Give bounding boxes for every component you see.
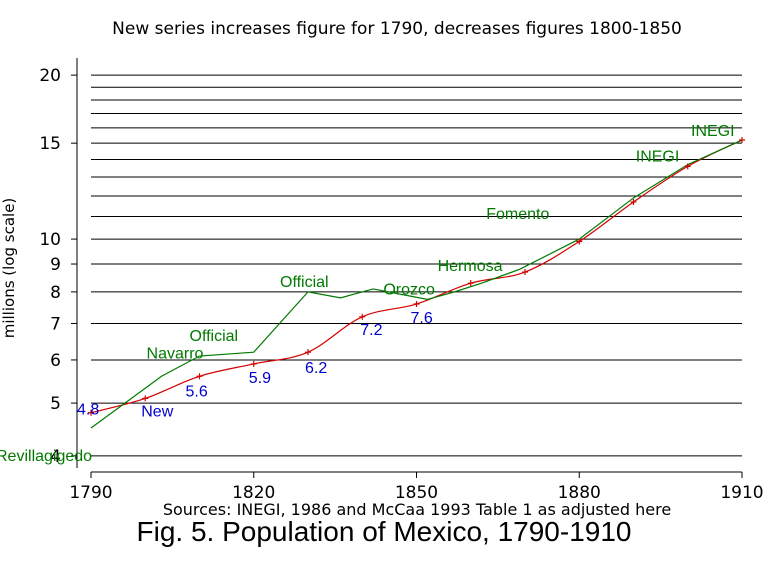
axes: 4 5 6 7 8 9 10 15 20 1790 1820 1850 1880 1910 — [39, 58, 764, 503]
data-label: Official — [280, 274, 329, 291]
x-tick-label: 1880 — [558, 483, 601, 503]
data-label: New — [141, 403, 173, 420]
x-tick-label: 1790 — [69, 483, 112, 503]
x-tick-label: 1820 — [232, 483, 275, 503]
data-point — [630, 198, 637, 205]
data-label: 7.2 — [360, 322, 382, 339]
data-point — [359, 313, 366, 320]
data-point — [684, 163, 691, 170]
data-label: Official — [190, 328, 239, 345]
data-point — [413, 301, 420, 308]
y-tick-label: 10 — [39, 230, 61, 250]
y-tick-label: 15 — [39, 134, 61, 154]
y-tick-label: 7 — [50, 314, 61, 334]
data-label: Fomento — [486, 206, 549, 223]
data-label: Hermosa — [438, 258, 503, 275]
gridlines — [91, 74, 742, 457]
y-axis-label: millions (log scale) — [0, 198, 18, 339]
sources-note: Sources: INEGI, 1986 and McCaa 1993 Tabl… — [163, 500, 671, 519]
data-label: 5.9 — [249, 370, 271, 387]
data-label: Navarro — [147, 345, 204, 362]
data-point — [196, 373, 203, 380]
data-label: 6.2 — [305, 360, 327, 377]
data-label: 5.6 — [186, 383, 208, 400]
y-tick-label: 6 — [50, 351, 61, 371]
y-tick-label: 5 — [50, 394, 61, 414]
data-point — [522, 269, 528, 276]
data-label: 4.8 — [77, 402, 99, 419]
data-label: INEGI — [691, 123, 735, 140]
chart-title: New series increases figure for 1790, de… — [112, 19, 682, 39]
series-line — [90, 139, 743, 414]
data-point — [142, 395, 149, 402]
x-tick-label: 1850 — [395, 483, 438, 503]
series-line — [90, 139, 743, 429]
data-label: Revillagigedo — [0, 448, 92, 465]
data-point — [739, 137, 745, 144]
data-label: INEGI — [636, 149, 680, 166]
y-tick-label: 8 — [50, 283, 61, 303]
data-point — [305, 349, 311, 356]
data-label: Orozco — [383, 281, 435, 298]
data-point — [576, 238, 583, 245]
data-annotations: 4.8 New 5.6 5.9 6.2 7.2 7.6 Revillagigedo Navarr… — [0, 123, 735, 465]
data-point — [88, 409, 94, 416]
figure-caption: Fig. 5. Population of Mexico, 1790-1910 — [137, 516, 632, 547]
data-point — [467, 280, 474, 287]
data-point — [250, 360, 257, 367]
x-tick-label: 1910 — [720, 483, 763, 503]
series-markers — [88, 137, 745, 416]
y-tick-label: 20 — [39, 66, 61, 86]
data-label: 7.6 — [411, 310, 433, 327]
y-tick-label: 4 — [50, 447, 61, 467]
y-tick-label: 9 — [50, 255, 61, 275]
